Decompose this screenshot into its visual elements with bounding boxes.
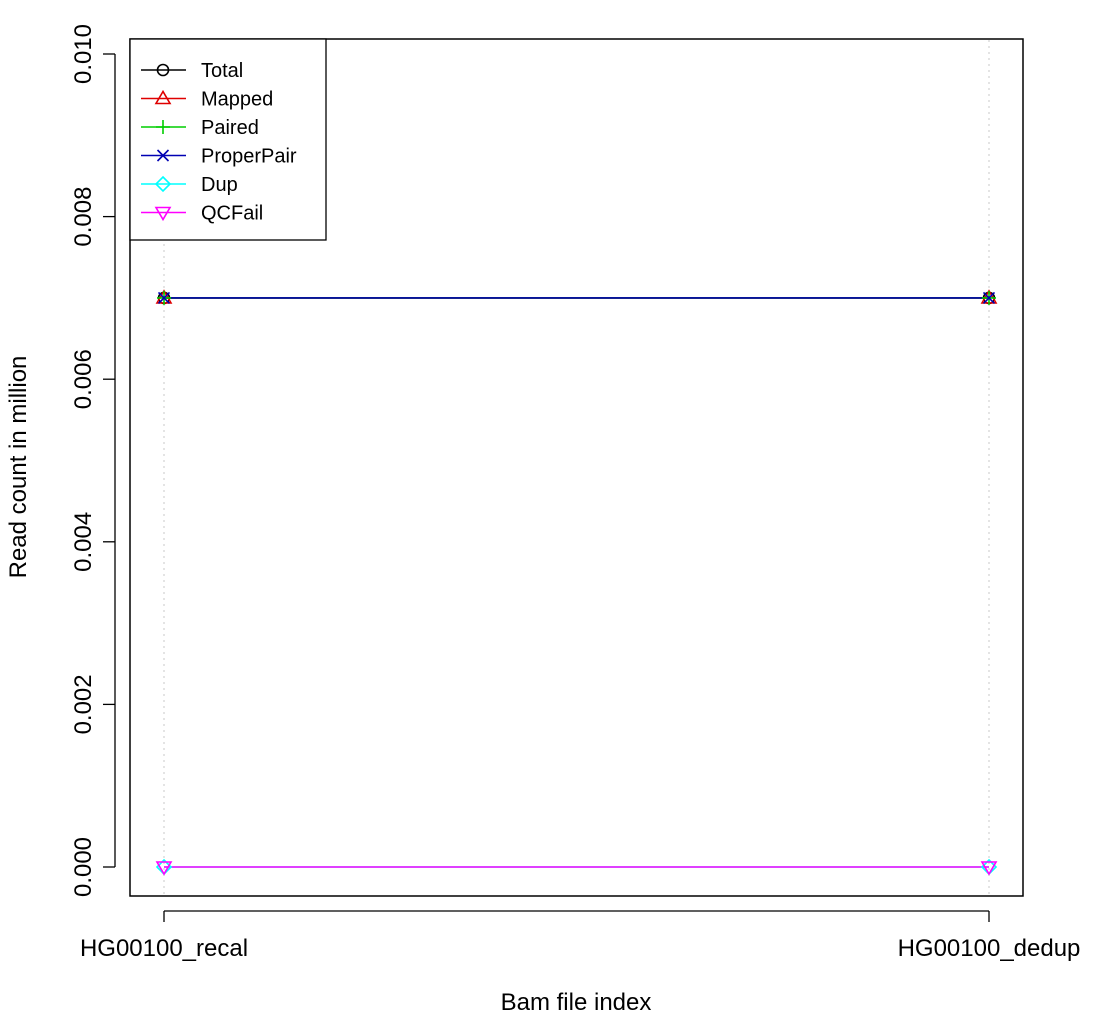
legend-label-dup: Dup xyxy=(201,174,238,196)
grid-layer xyxy=(163,40,990,895)
y-tick-label: 0.004 xyxy=(70,512,97,572)
legend-label-qcfail: QCFail xyxy=(201,203,263,225)
y-tick-label: 0.008 xyxy=(70,187,97,247)
legend-marker-properpair xyxy=(156,149,170,162)
plot-border xyxy=(129,38,1024,897)
y-tick-label: 0.000 xyxy=(70,837,97,897)
point-properpair-1 xyxy=(982,291,996,304)
x-tick-label: HG00100_recal xyxy=(80,935,248,962)
lines-layer xyxy=(164,297,989,868)
legend-label-properpair: ProperPair xyxy=(201,146,297,168)
y-tick-label: 0.002 xyxy=(70,674,97,734)
x-axis: HG00100_recal HG00100_dedup xyxy=(80,910,1081,962)
legend: Total Mapped Paired ProperPair Dup QCFail xyxy=(129,38,327,241)
legend-marker-dup xyxy=(154,175,172,193)
y-axis: 0.000 0.002 0.004 0.006 0.008 0.010 xyxy=(70,24,116,897)
point-qcfail-1 xyxy=(980,861,998,876)
legend-box xyxy=(129,38,327,241)
legend-marker-total xyxy=(156,63,170,77)
legend-label-total: Total xyxy=(201,60,243,82)
legend-label-paired: Paired xyxy=(201,117,259,139)
legend-marker-paired xyxy=(156,120,170,134)
x-axis-label: Bam file index xyxy=(501,989,652,1016)
markers-layer xyxy=(155,289,998,876)
x-tick-label: HG00100_dedup xyxy=(898,935,1081,962)
point-qcfail-0 xyxy=(155,861,173,876)
y-tick-label: 0.010 xyxy=(70,24,97,84)
legend-marker-mapped xyxy=(154,89,172,105)
y-tick-label: 0.006 xyxy=(70,349,97,409)
y-axis-label: Read count in million xyxy=(5,356,32,579)
legend-marker-qcfail xyxy=(154,206,172,222)
point-properpair-0 xyxy=(157,291,171,304)
legend-label-mapped: Mapped xyxy=(201,89,273,111)
